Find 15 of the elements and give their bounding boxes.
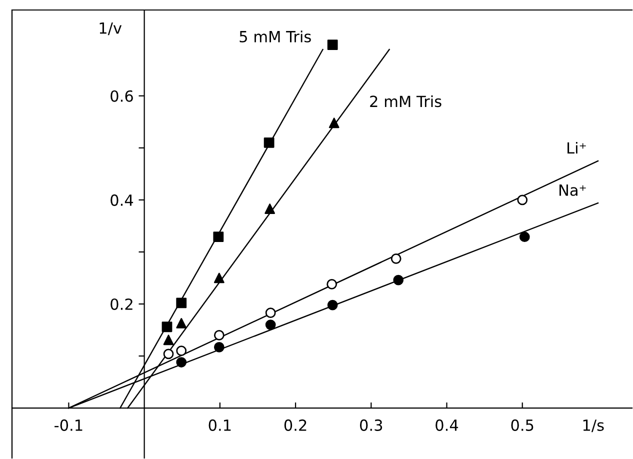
- y-axis-title: 1/v: [100, 22, 122, 36]
- y-tick-label: 0.6: [110, 90, 133, 102]
- x-tick-label: -0.1: [54, 419, 82, 431]
- x-tick-label: 0.3: [360, 419, 382, 431]
- x-tick-label: 0.4: [436, 419, 458, 431]
- y-tick-label: 0.4: [110, 194, 134, 206]
- y-tick-label: 0.2: [110, 298, 132, 310]
- series-label: 2 mM Tris: [370, 95, 442, 108]
- x-tick-label: 0.5: [511, 419, 534, 431]
- series-label: Na⁺: [560, 184, 586, 196]
- series-label: 5 mM Tris: [240, 30, 311, 42]
- x-axis-title: 1/s: [583, 420, 604, 432]
- series-label: Li⁺: [568, 142, 586, 154]
- x-tick-label: 0.1: [208, 419, 231, 431]
- x-tick-label: 0.2: [284, 419, 306, 431]
